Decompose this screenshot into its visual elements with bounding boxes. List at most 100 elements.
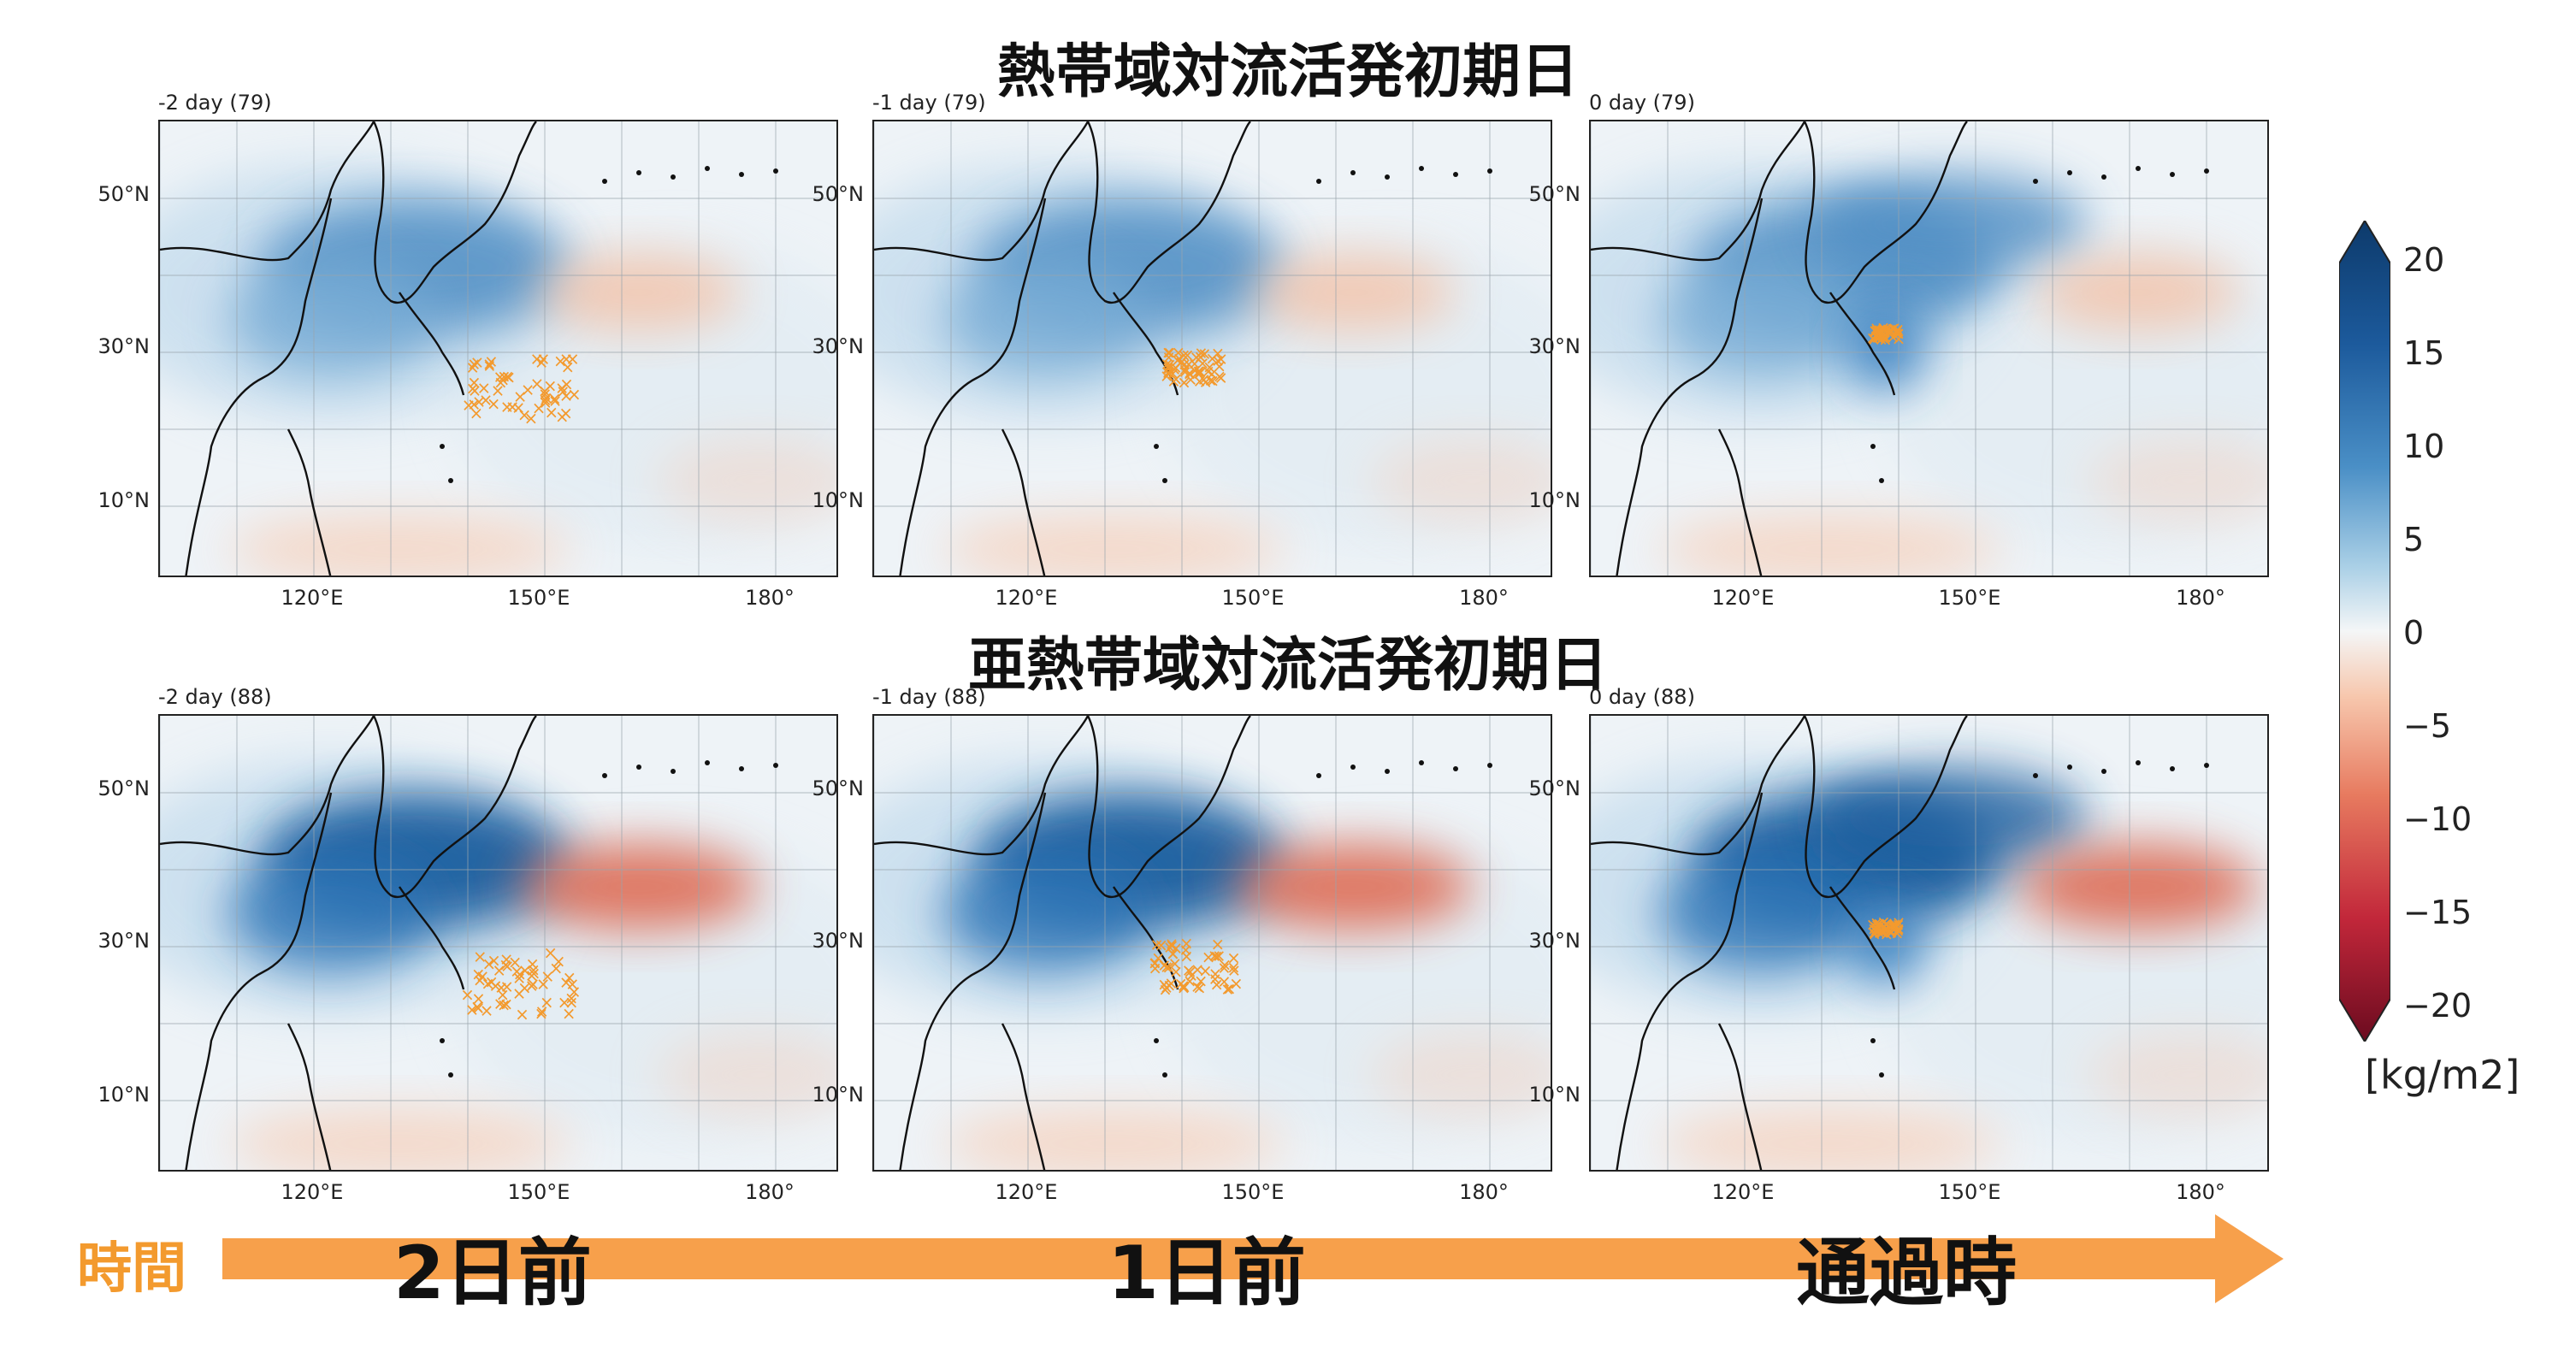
event-marker: × xyxy=(1162,975,1177,995)
event-marker: × xyxy=(1157,974,1172,995)
event-marker: × xyxy=(555,378,570,399)
event-marker: × xyxy=(1889,321,1904,341)
day-label-1-day-before: 1日前 xyxy=(1108,1231,1306,1316)
event-marker: × xyxy=(500,956,515,977)
event-marker: × xyxy=(526,959,541,980)
event-marker: × xyxy=(543,942,558,963)
event-marker: × xyxy=(1891,322,1905,343)
event-marker: × xyxy=(1220,979,1235,1000)
lon-tick-label: 120°E xyxy=(281,586,344,610)
event-marker: × xyxy=(517,977,532,998)
event-marker: × xyxy=(1868,321,1882,341)
event-marker: × xyxy=(460,984,475,1005)
colorbar-tick-label: 15 xyxy=(2403,334,2445,372)
event-marker: × xyxy=(1871,325,1886,345)
event-marker: × xyxy=(539,387,553,408)
event-marker: × xyxy=(1166,943,1180,964)
event-marker: × xyxy=(559,374,574,394)
event-marker: × xyxy=(494,977,509,998)
event-marker: × xyxy=(529,349,544,369)
event-marker: × xyxy=(1210,343,1225,363)
map-panel: × × × × × × × × × × × × × × × × × × × × × × × × × × × × × × × × × × × × × × × ×… xyxy=(872,120,1552,577)
day-label-2-days-before: 2日前 xyxy=(393,1231,592,1316)
event-marker: × xyxy=(1874,326,1888,346)
event-marker: × xyxy=(1196,353,1210,374)
event-marker: × xyxy=(1226,948,1241,968)
event-marker: × xyxy=(1874,329,1888,350)
event-marker: × xyxy=(1876,921,1890,942)
event-marker: × xyxy=(1188,360,1202,381)
event-marker: × xyxy=(1178,359,1192,380)
event-marker: × xyxy=(479,390,493,410)
event-marker: × xyxy=(1876,326,1890,346)
event-marker: × xyxy=(1878,328,1893,348)
event-marker: × xyxy=(1161,362,1175,382)
event-marker: × xyxy=(1148,958,1162,978)
event-marker: × xyxy=(1177,977,1191,997)
event-marker: × xyxy=(535,1001,549,1021)
event-marker: × xyxy=(1869,321,1883,341)
anomaly-field: ××××××××××××××××××××××××××××××××××××××××… xyxy=(874,716,1551,1170)
event-marker: × xyxy=(518,960,533,981)
event-marker: × xyxy=(476,966,490,987)
event-marker: × xyxy=(471,988,486,1008)
event-marker: × xyxy=(1179,933,1194,953)
event-marker: × xyxy=(1205,348,1220,369)
event-marker: × xyxy=(552,951,566,971)
lon-tick-label: 120°E xyxy=(1711,586,1775,610)
event-marker: × xyxy=(1148,953,1162,973)
event-marker: × xyxy=(482,356,497,376)
event-marker: × xyxy=(508,952,523,972)
event-marker: × xyxy=(1160,977,1174,998)
lat-tick-label: 50°N xyxy=(812,776,865,800)
lat-tick-label: 10°N xyxy=(97,488,151,512)
event-marker: × xyxy=(1160,366,1174,387)
event-marker: × xyxy=(1882,321,1896,341)
event-marker: × xyxy=(1192,977,1207,998)
event-marker: × xyxy=(1870,320,1884,340)
event-marker: × xyxy=(1880,912,1894,933)
event-marker: × xyxy=(549,958,564,978)
event-marker: × xyxy=(1206,370,1220,391)
event-marker: × xyxy=(1874,322,1888,343)
lon-tick-label: 180° xyxy=(1459,586,1509,610)
event-marker: × xyxy=(1876,327,1890,347)
event-marker: × xyxy=(1889,322,1904,343)
event-marker: × xyxy=(517,404,532,425)
event-marker: × xyxy=(510,961,524,982)
event-marker: × xyxy=(1870,327,1885,347)
event-marker: × xyxy=(525,953,540,974)
panel-label: 0 day (88) xyxy=(1589,685,1695,709)
event-marker: × xyxy=(553,351,568,371)
event-marker: × xyxy=(1170,350,1185,370)
event-marker: × xyxy=(547,388,562,409)
event-marker: × xyxy=(1173,973,1188,994)
event-marker: × xyxy=(1191,959,1205,979)
colorbar-tick-label: −10 xyxy=(2403,800,2473,838)
event-marker: × xyxy=(1871,324,1886,345)
event-marker: × xyxy=(565,973,580,994)
lat-tick-label: 30°N xyxy=(1528,929,1581,953)
event-marker: × xyxy=(1867,923,1882,943)
lon-tick-label: 120°E xyxy=(995,586,1058,610)
event-marker: × xyxy=(1183,363,1197,384)
event-marker: × xyxy=(512,983,527,1003)
event-marker: × xyxy=(1869,326,1883,346)
event-marker: × xyxy=(1212,946,1226,966)
lon-tick-label: 150°E xyxy=(507,1180,570,1204)
event-marker: × xyxy=(512,968,527,989)
event-marker: × xyxy=(473,970,487,990)
event-marker: × xyxy=(1161,357,1176,378)
event-marker: × xyxy=(462,395,476,416)
event-marker: × xyxy=(544,402,558,422)
event-marker: × xyxy=(1214,367,1228,387)
event-marker: × xyxy=(1167,359,1182,380)
lat-tick-label: 50°N xyxy=(1528,776,1581,800)
event-marker: × xyxy=(1167,953,1182,974)
event-marker: × xyxy=(1872,913,1887,934)
event-marker: × xyxy=(564,992,579,1013)
event-marker: × xyxy=(1161,342,1176,363)
map-panel: × × × × × × × × × × × × × × × × × × × × × × × × × × × × × × × × × × × × × × × ×… xyxy=(158,714,838,1172)
event-marker: × xyxy=(491,380,505,400)
panel-label: -2 day (79) xyxy=(158,91,272,115)
